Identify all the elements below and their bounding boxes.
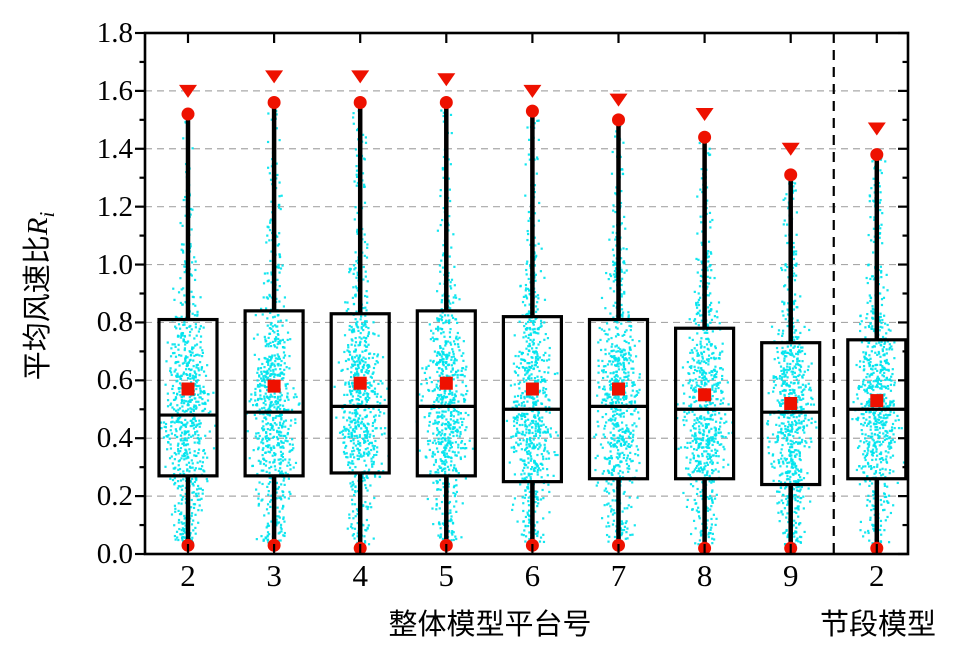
y-tick-label: 0.4: [96, 422, 133, 455]
y-tick-label: 0.0: [96, 538, 133, 570]
y-tick-label: 0.6: [96, 364, 133, 397]
y-axis-title-variable: R: [22, 217, 55, 236]
y-axis-title-text: 平均风速比: [22, 235, 55, 381]
y-axis-title-subscript: i: [34, 211, 59, 218]
x-tick-label: 4: [352, 558, 368, 593]
x-tick-label: 6: [524, 558, 541, 593]
y-tick-label: 1.4: [96, 132, 133, 165]
y-tick-label: 0.8: [96, 306, 133, 339]
x-tick-label: 5: [438, 558, 455, 593]
y-tick-label: 1.6: [96, 74, 133, 107]
x-tick-label: 8: [696, 558, 713, 593]
y-axis-title: 平均风速比Ri: [14, 212, 60, 381]
x-tick-label: 3: [266, 558, 282, 593]
x-axis-title-main: 整体模型平台号: [388, 609, 592, 641]
x-tick-label: 2: [869, 558, 885, 593]
y-tick-label: 1.0: [96, 248, 133, 281]
x-axis-title-segment: 节段模型: [819, 609, 937, 641]
x-tick-label: 7: [610, 558, 627, 593]
x-tick-label: 2: [180, 558, 196, 593]
y-tick-label: 1.8: [96, 17, 133, 49]
y-tick-label: 1.2: [96, 190, 133, 223]
x-tick-label: 9: [782, 558, 799, 593]
y-tick-label: 0.2: [96, 480, 133, 513]
